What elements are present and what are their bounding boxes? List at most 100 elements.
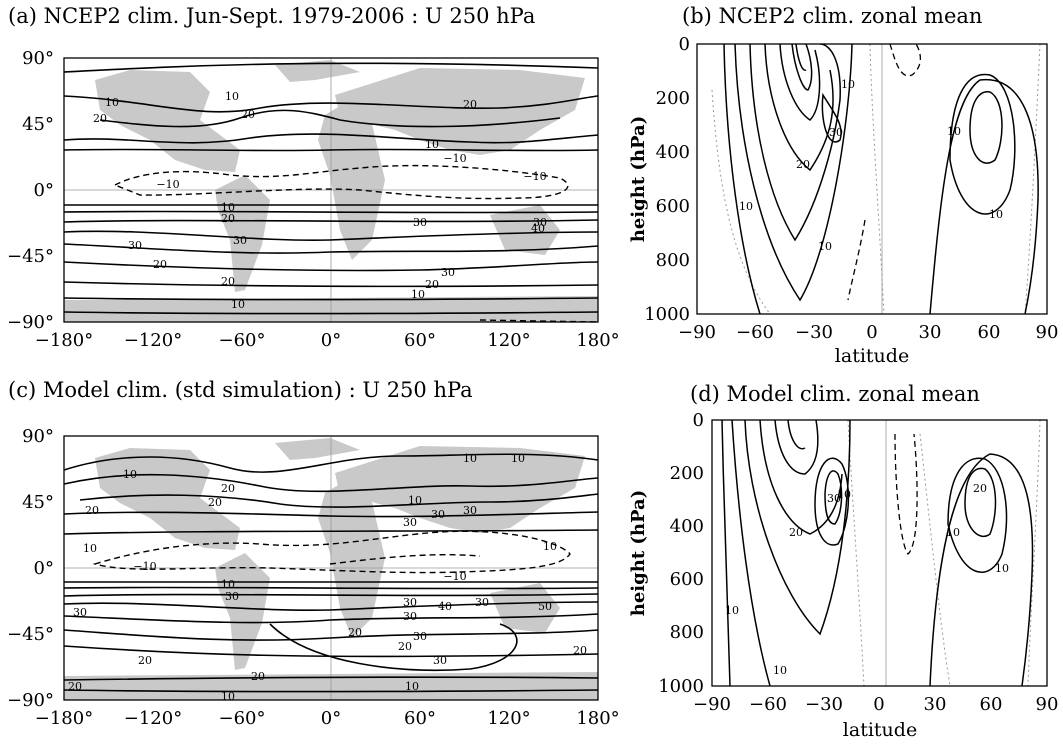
svg-text:−60°: −60° xyxy=(219,330,266,351)
x-tick-labels: −180° −120° −60° 0° 60° 120° 180° xyxy=(35,708,620,729)
panel-a: (a) NCEP2 clim. Jun-Sept. 1979-2006 : U … xyxy=(0,0,620,372)
svg-text:45°: 45° xyxy=(22,492,54,513)
svg-text:−10: −10 xyxy=(443,570,466,583)
svg-text:20: 20 xyxy=(138,654,152,667)
svg-text:30: 30 xyxy=(128,239,142,252)
svg-text:10: 10 xyxy=(411,288,425,301)
svg-text:90°: 90° xyxy=(22,48,54,69)
svg-text:20: 20 xyxy=(241,108,255,121)
svg-text:−10: −10 xyxy=(443,152,466,165)
svg-text:30: 30 xyxy=(924,694,947,715)
svg-text:10: 10 xyxy=(221,690,235,703)
svg-text:−45°: −45° xyxy=(7,624,54,645)
svg-text:−180°: −180° xyxy=(35,708,93,729)
x-axis-label: latitude xyxy=(835,345,909,367)
svg-text:0: 0 xyxy=(679,34,690,55)
svg-text:120°: 120° xyxy=(487,708,530,729)
svg-text:20: 20 xyxy=(573,644,587,657)
svg-text:60°: 60° xyxy=(404,330,436,351)
svg-text:30: 30 xyxy=(403,596,417,609)
y-tick-labels: 0 200 400 600 800 1000 xyxy=(644,34,690,325)
svg-text:600: 600 xyxy=(670,569,704,590)
x-tick-labels: −180° −120° −60° 0° 60° 120° 180° xyxy=(35,330,620,351)
y-tick-labels: 0 200 400 600 800 1000 xyxy=(658,410,704,697)
svg-text:30: 30 xyxy=(225,590,239,603)
svg-text:0: 0 xyxy=(693,410,704,431)
svg-text:−90: −90 xyxy=(678,322,716,343)
svg-text:90: 90 xyxy=(1036,322,1059,343)
svg-text:−30: −30 xyxy=(805,694,843,715)
panel-c-plot: 10 10 10 20 20 20 10 30 30 30 10 −10 10 … xyxy=(0,374,620,746)
svg-text:20: 20 xyxy=(789,526,803,539)
svg-text:20: 20 xyxy=(425,278,439,291)
svg-text:10: 10 xyxy=(818,240,832,253)
svg-text:60: 60 xyxy=(980,694,1003,715)
svg-text:20: 20 xyxy=(221,275,235,288)
svg-text:0°: 0° xyxy=(321,330,341,351)
svg-text:10: 10 xyxy=(837,488,851,501)
contour-labels: 20 30 10 10 10 20 10 10 xyxy=(725,482,1009,677)
svg-text:10: 10 xyxy=(946,526,960,539)
svg-text:30: 30 xyxy=(403,610,417,623)
svg-text:10: 10 xyxy=(83,542,97,555)
contours xyxy=(722,420,1033,686)
svg-text:20: 20 xyxy=(68,680,82,693)
svg-text:10: 10 xyxy=(425,138,439,151)
svg-text:10: 10 xyxy=(841,78,855,91)
svg-text:60°: 60° xyxy=(404,708,436,729)
svg-text:−10: −10 xyxy=(523,170,546,183)
svg-text:−45°: −45° xyxy=(7,246,54,267)
svg-text:180°: 180° xyxy=(576,708,619,729)
frame xyxy=(712,420,1047,686)
svg-text:10: 10 xyxy=(231,298,245,311)
svg-text:10: 10 xyxy=(105,96,119,109)
svg-text:20: 20 xyxy=(348,626,362,639)
panel-c: (c) Model clim. (std simulation) : U 250… xyxy=(0,374,620,746)
svg-text:10: 10 xyxy=(405,680,419,693)
panel-b: (b) NCEP2 clim. zonal mean xyxy=(620,0,1063,372)
svg-text:60: 60 xyxy=(978,322,1001,343)
svg-text:10: 10 xyxy=(739,200,753,213)
svg-text:90: 90 xyxy=(1036,694,1059,715)
negative-contours xyxy=(895,434,917,554)
zero-contours xyxy=(712,44,1040,314)
svg-text:20: 20 xyxy=(463,98,477,111)
svg-text:30: 30 xyxy=(413,630,427,643)
contours xyxy=(724,44,1038,314)
x-tick-labels: −90 −60 −30 0 30 60 90 xyxy=(678,322,1058,343)
svg-text:−60°: −60° xyxy=(219,708,266,729)
svg-text:−180°: −180° xyxy=(35,330,93,351)
svg-text:50: 50 xyxy=(538,600,552,613)
panel-b-plot: 10 30 20 10 10 10 10 height (hPa) 0 200 … xyxy=(620,0,1063,372)
negative-contours xyxy=(848,44,920,300)
svg-text:20: 20 xyxy=(221,212,235,225)
svg-text:20: 20 xyxy=(973,482,987,495)
svg-text:30: 30 xyxy=(73,606,87,619)
svg-text:30: 30 xyxy=(463,504,477,517)
y-axis-label: height (hPa) xyxy=(628,116,649,242)
svg-text:−60: −60 xyxy=(749,694,787,715)
svg-text:800: 800 xyxy=(670,622,704,643)
svg-text:10: 10 xyxy=(463,452,477,465)
svg-text:−10: −10 xyxy=(133,560,156,573)
svg-text:200: 200 xyxy=(656,88,690,109)
svg-text:0°: 0° xyxy=(34,558,54,579)
svg-text:20: 20 xyxy=(153,258,167,271)
svg-text:10: 10 xyxy=(947,125,961,138)
x-tick-labels: −90 −60 −30 0 30 60 90 xyxy=(693,694,1058,715)
svg-text:600: 600 xyxy=(656,196,690,217)
svg-text:10: 10 xyxy=(989,208,1003,221)
svg-text:800: 800 xyxy=(656,250,690,271)
svg-text:20: 20 xyxy=(796,158,810,171)
svg-text:10: 10 xyxy=(511,452,525,465)
svg-text:10: 10 xyxy=(995,562,1009,575)
svg-text:30: 30 xyxy=(829,126,843,139)
svg-text:−90: −90 xyxy=(693,694,731,715)
svg-text:30: 30 xyxy=(475,596,489,609)
svg-text:10: 10 xyxy=(543,540,557,553)
svg-text:10: 10 xyxy=(725,604,739,617)
y-axis-label: height (hPa) xyxy=(628,490,649,616)
svg-text:−30: −30 xyxy=(795,322,833,343)
y-tick-labels: 90° 45° 0° −45° −90° xyxy=(7,426,54,711)
svg-text:400: 400 xyxy=(656,142,690,163)
